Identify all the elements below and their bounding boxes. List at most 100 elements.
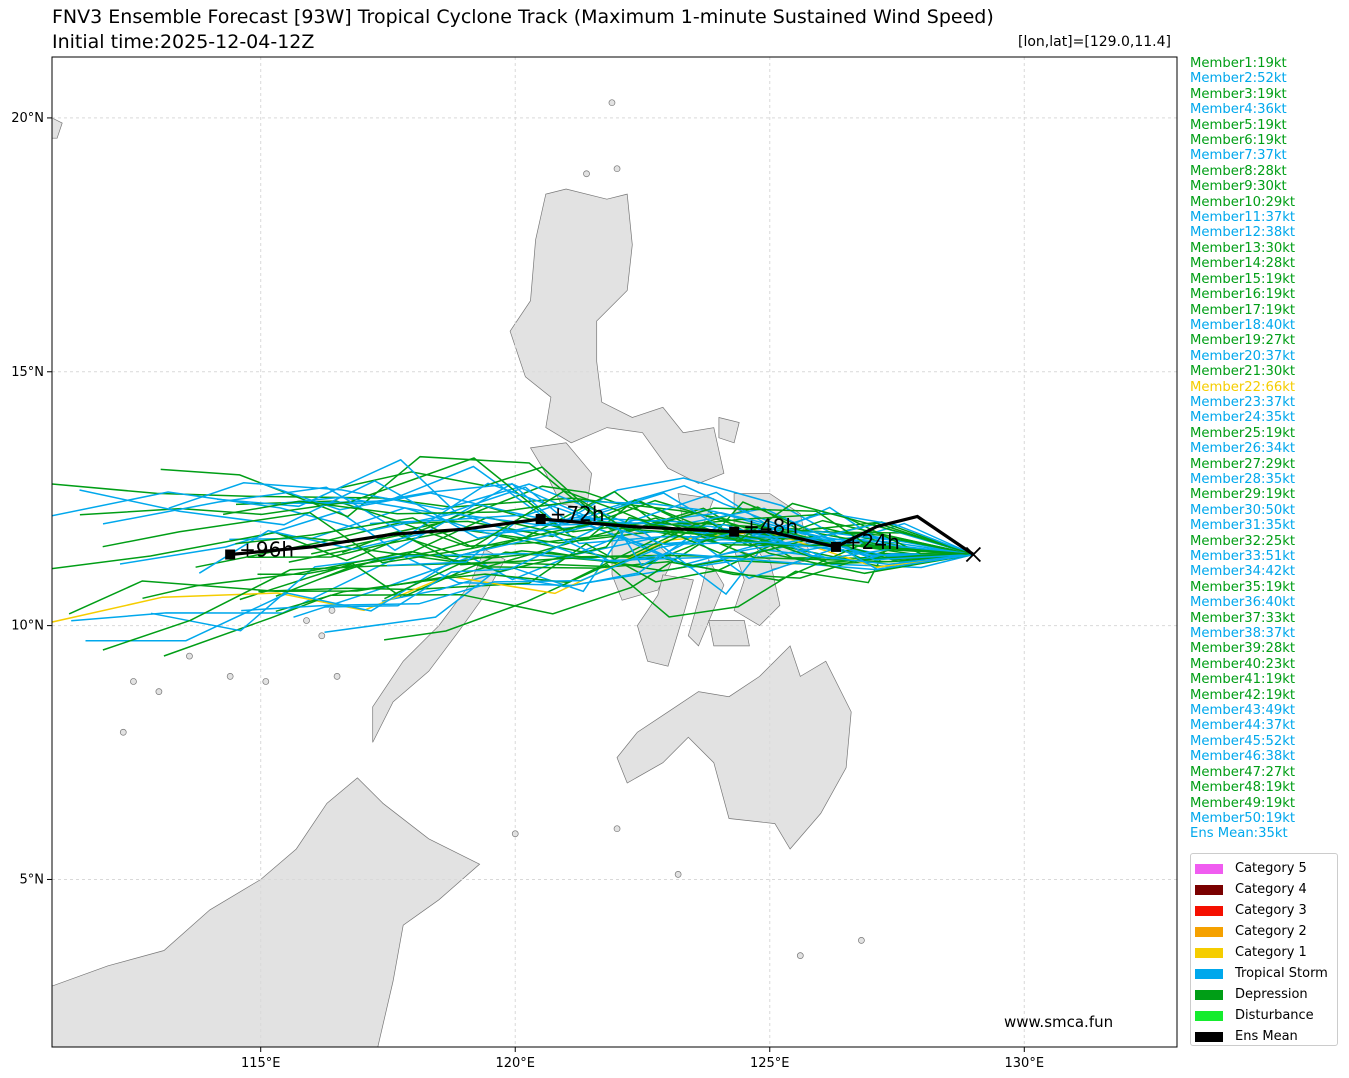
member-track [222,499,974,556]
lat-tick-label: 20°N [11,111,44,126]
member-entry: Member44:37kt [1190,718,1296,734]
member-entry: Member32:25kt [1190,533,1296,549]
member-track [386,518,974,567]
islet [130,678,137,685]
mindanao-island [616,645,852,850]
taiwan-edge [52,117,63,139]
ens-mean-marker [830,541,841,552]
islet [613,165,621,173]
legend-label: Tropical Storm [1235,966,1328,981]
member-entry: Member30:50kt [1190,502,1296,518]
legend-entry: Disturbance [1195,1005,1337,1026]
member-entry: Member50:19kt [1190,810,1296,826]
member-track [102,482,974,556]
member-entry: Member26:34kt [1190,441,1296,457]
legend-label: Category 5 [1235,861,1307,876]
member-entry: Member22:66kt [1190,379,1296,395]
member-track [235,490,974,556]
member-entry: Member7:37kt [1190,148,1287,164]
member-entry: Member38:37kt [1190,626,1296,642]
member-entry: Member46:38kt [1190,749,1296,765]
islet [119,728,127,736]
ens-mean-line [230,514,975,557]
member-entry: Member33:51kt [1190,549,1296,564]
legend-entry: Category 1 [1195,942,1337,963]
legend-swatch [1195,1031,1223,1042]
islet [155,688,163,695]
lat-tick-label: 5°N [20,872,45,887]
member-entry: Member17:19kt [1190,302,1296,318]
initial-time: Initial time:2025-12-04-12Z [52,31,315,53]
member-entry: Member20:37kt [1190,348,1296,364]
legend-swatch [1195,905,1223,916]
member-entry: Member15:19kt [1190,271,1296,287]
member-track [102,521,974,651]
islet [674,871,682,878]
islet [583,170,590,178]
member-entry: Member9:30kt [1190,179,1287,195]
member-entry: Member24:35kt [1190,410,1296,426]
member-entry: Member35:19kt [1190,579,1296,595]
ens-mean-track: +24h +48h +72h +96h [225,502,982,563]
member-entry: Member27:29kt [1190,456,1296,472]
ens-mean-marker [225,549,236,560]
lon-tick-label: 120°E [495,1056,535,1071]
member-entry: Member8:28kt [1190,163,1287,179]
islet [796,952,804,959]
bohol-island [708,620,750,647]
lon-tick-label: 115°E [241,1056,281,1071]
member-entry: Member42:19kt [1190,687,1296,703]
member-track [52,504,974,570]
member-track [281,485,974,556]
legend-entry: Category 5 [1195,858,1337,879]
islet [318,632,326,640]
member-track [241,527,974,612]
member-entry: Ens Mean:35kt [1190,826,1288,842]
islet [303,617,310,624]
lon-tick-label: 130°E [1005,1056,1045,1071]
islet [333,673,341,680]
member-entry: Member23:37kt [1190,394,1296,410]
member-track [119,482,974,565]
member-entry: Member21:30kt [1190,364,1296,380]
member-track [198,529,974,574]
coordinate-readout: [lon,lat]=[129.0,11.4] [1017,34,1171,50]
member-entry: Member49:19kt [1190,795,1296,811]
legend-entry: Category 3 [1195,900,1337,921]
lead-time-label: +96h [239,538,294,562]
member-list: Member1:19kt Member2:52kt Member3:19kt Memb… [1190,56,1295,842]
start-marker [965,546,982,563]
islet [613,825,621,833]
luzon-island [509,188,725,484]
member-track [102,511,974,564]
legend-swatch [1195,968,1223,979]
member-entry: Member47:27kt [1190,764,1296,780]
member-entry: Member4:36kt [1190,102,1287,118]
islet [328,607,336,614]
member-entry: Member25:19kt [1190,425,1296,441]
member-entry: Member16:19kt [1190,287,1296,303]
member-entry: Member3:19kt [1190,86,1287,102]
legend-entry: Depression [1195,984,1337,1005]
member-entry: Member48:19kt [1190,780,1296,796]
chart-title: FNV3 Ensemble Forecast [93W] Tropical Cy… [52,6,994,28]
legend-entry: Tropical Storm [1195,963,1337,984]
borneo-island [52,777,481,1047]
lead-time-label: +72h [550,502,605,526]
member-entry: Member29:19kt [1190,487,1296,503]
member-track [340,466,974,556]
member-entry: Member19:27kt [1190,333,1296,349]
legend-swatch [1195,989,1223,1000]
member-entry: Member13:30kt [1190,240,1296,256]
gridlines [52,57,1177,1047]
lead-time-label: +24h [845,530,900,554]
ens-mean-marker [535,514,546,524]
member-entry: Member41:19kt [1190,672,1296,688]
legend-swatch [1195,884,1223,895]
member-entry: Member43:49kt [1190,703,1296,719]
member-entry: Member6:19kt [1190,133,1287,149]
legend-swatch [1195,947,1223,958]
member-track [68,517,974,615]
member-track [341,512,974,566]
